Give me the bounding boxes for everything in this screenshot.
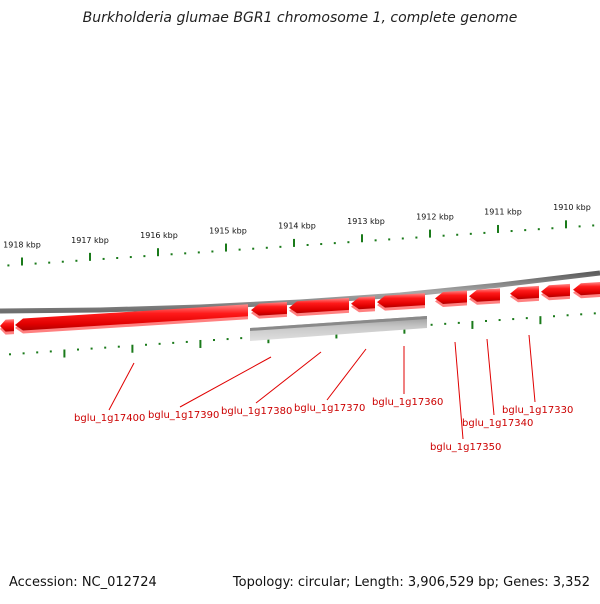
kbp-tick-label: 1916 kbp — [140, 231, 178, 240]
forward-gene-arrow[interactable] — [573, 282, 600, 296]
gene-label[interactable]: bglu_1g17350 — [430, 442, 501, 453]
gene-label-layer: bglu_1g17400 bglu_1g17390 bglu_1g17380 bglu… — [74, 397, 573, 453]
forward-gene-arrow[interactable] — [435, 290, 467, 304]
accession-text: Accession: NC_012724 — [9, 575, 157, 590]
gene-label[interactable]: bglu_1g17330 — [502, 405, 573, 416]
kbp-tick-label: 1912 kbp — [416, 212, 454, 221]
forward-gene-arrow[interactable] — [469, 288, 500, 302]
forward-gene-arrow[interactable] — [351, 296, 375, 310]
gene-label[interactable]: bglu_1g17400 — [74, 413, 145, 424]
forward-gene-arrow[interactable] — [251, 301, 287, 316]
genome-summary-text: Topology: circular; Length: 3,906,529 bp… — [232, 575, 590, 590]
reverse-gene-block[interactable] — [250, 316, 427, 341]
map-title: Burkholderia glumae BGR1 chromosome 1, c… — [82, 10, 518, 26]
forward-gene-arrow[interactable] — [15, 304, 248, 331]
outer-tick-ring — [7, 220, 595, 267]
gene-leader-line — [255, 351, 322, 404]
gene-leader-line — [528, 334, 536, 403]
forward-gene-arrow[interactable] — [0, 319, 14, 332]
gene-label[interactable]: bglu_1g17390 — [148, 410, 219, 421]
gene-label[interactable]: bglu_1g17370 — [294, 403, 365, 414]
kbp-tick-label: 1911 kbp — [484, 208, 522, 217]
forward-gene-arrow[interactable] — [377, 293, 425, 308]
gene-label[interactable]: bglu_1g17340 — [462, 418, 533, 429]
kbp-tick-label: 1914 kbp — [278, 222, 316, 231]
gene-label[interactable]: bglu_1g17380 — [221, 406, 292, 417]
kbp-tick-label: 1915 kbp — [209, 226, 247, 235]
gene-leader-line — [326, 348, 367, 401]
kbp-tick-label: 1917 kbp — [71, 236, 109, 245]
forward-gene-arrow[interactable] — [510, 285, 539, 300]
gene-leader-line — [486, 338, 495, 416]
forward-gene-arrow[interactable] — [541, 283, 570, 298]
kbp-tick-label: 1913 kbp — [347, 217, 385, 226]
kbp-tick-label: 1910 kbp — [553, 203, 591, 212]
kbp-label-layer: 1918 kbp 1917 kbp 1916 kbp 1915 kbp 1914 kbp… — [3, 203, 591, 250]
gene-label-lines — [108, 334, 536, 440]
gene-leader-line — [108, 362, 135, 411]
kbp-tick-label: 1918 kbp — [3, 240, 41, 249]
reverse-gene-edge — [250, 316, 427, 331]
gene-layer — [0, 282, 600, 341]
gene-label[interactable]: bglu_1g17360 — [372, 397, 443, 408]
gene-leader-line — [454, 341, 464, 440]
forward-gene-arrow[interactable] — [289, 297, 349, 314]
gene-leader-line — [179, 356, 272, 408]
